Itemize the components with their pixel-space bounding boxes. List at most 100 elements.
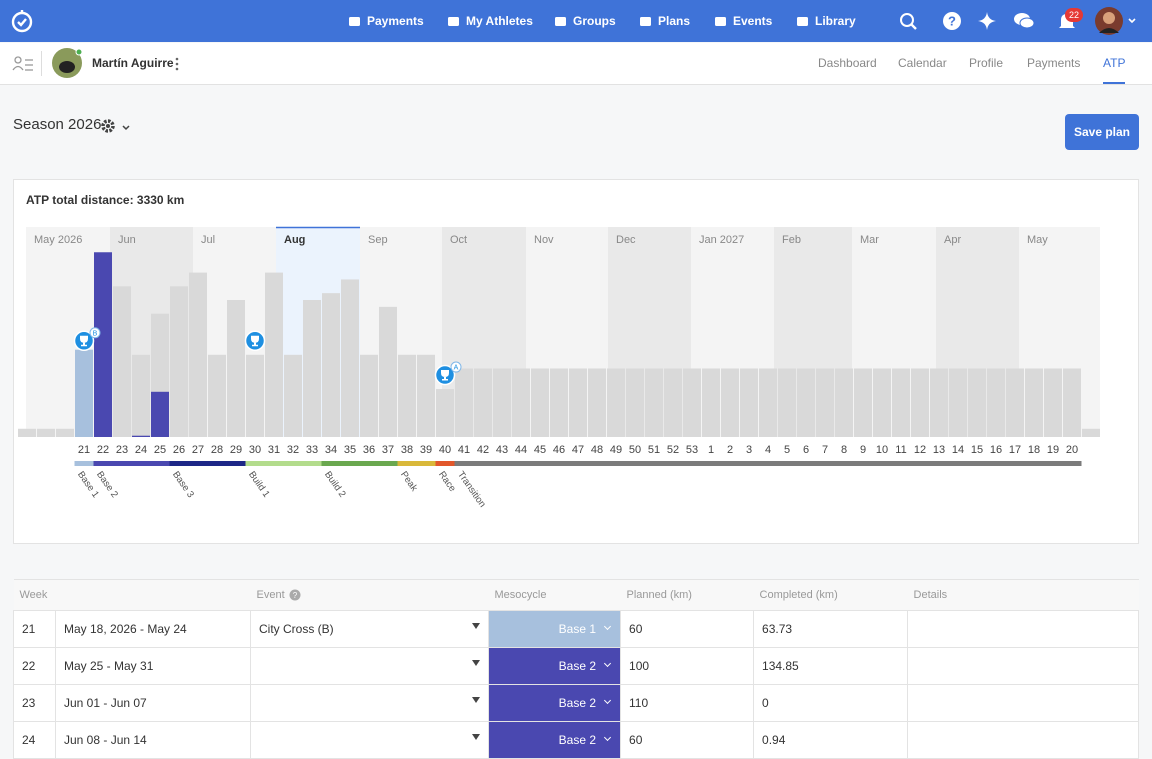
dates-cell: Jun 08 - Jun 14 <box>54 721 252 759</box>
planned-bar <box>949 368 967 437</box>
nav-item[interactable]: Groups <box>554 0 616 42</box>
planned-bar <box>208 354 226 437</box>
logo[interactable] <box>10 9 36 35</box>
planned-bar <box>417 354 435 437</box>
trophy <box>80 335 88 347</box>
season-settings[interactable] <box>99 117 135 135</box>
week-label: 24 <box>135 444 147 456</box>
week-label: 18 <box>1028 444 1040 456</box>
sparkle-icon[interactable] <box>977 11 997 31</box>
divider <box>41 51 42 76</box>
nav-item[interactable]: Events <box>714 0 772 42</box>
week-label: 19 <box>1047 444 1059 456</box>
trophy <box>251 335 259 347</box>
chat-icon[interactable] <box>1013 11 1035 31</box>
week-label: 52 <box>667 444 679 456</box>
planned-cell[interactable]: 60 <box>620 721 755 759</box>
event-dropdown[interactable] <box>472 697 481 703</box>
month-label: Apr <box>944 234 961 246</box>
planned-bar <box>474 368 492 437</box>
column-header: Planned (km) <box>620 579 754 611</box>
nav-label[interactable]: Events <box>733 14 773 28</box>
event-cell[interactable] <box>250 721 490 759</box>
week-label: 53 <box>686 444 698 456</box>
event-cell[interactable] <box>250 684 490 722</box>
planned-bar <box>778 368 796 437</box>
mesocycle-chevron <box>603 733 612 742</box>
chart-body: ATP total distance: 3330 km May 2026 Jun J… <box>18 193 1100 510</box>
tab[interactable]: ATP <box>1103 43 1126 84</box>
planned-bar <box>740 368 758 437</box>
week-label: 23 <box>116 444 128 456</box>
nav-label[interactable]: Library <box>815 14 856 28</box>
month-label: Dec <box>616 234 636 246</box>
tab[interactable]: Calendar <box>898 56 947 70</box>
details-cell <box>907 684 1139 722</box>
nav-item[interactable]: Payments <box>348 0 424 42</box>
week-label: 25 <box>154 444 166 456</box>
planned-bar <box>759 368 777 437</box>
mesocycle-cell[interactable]: Base 2 <box>488 647 622 685</box>
nav-item[interactable]: My Athletes <box>447 0 533 42</box>
nav-label[interactable]: My Athletes <box>466 14 533 28</box>
planned-bar <box>873 368 891 437</box>
search-icon[interactable] <box>899 12 919 32</box>
nav-label[interactable]: Payments <box>367 14 424 28</box>
help-icon[interactable]: ? <box>942 11 962 31</box>
nav-label[interactable]: Groups <box>573 14 616 28</box>
month-label: May <box>1027 234 1048 246</box>
save-plan-button[interactable]: Save plan <box>1065 114 1139 150</box>
planned-cell[interactable]: 100 <box>620 647 755 685</box>
svg-text:?: ? <box>292 591 297 600</box>
week-label: 41 <box>458 444 470 456</box>
completed-bar <box>151 391 169 437</box>
tab[interactable]: Profile <box>969 56 1004 70</box>
table-row: 22 May 25 - May 31 Base 2 100 134.85 <box>13 647 1139 685</box>
details-cell <box>907 721 1139 759</box>
dates-cell: Jun 01 - Jun 07 <box>54 684 252 722</box>
chart-title: ATP total distance: 3330 km <box>26 193 184 207</box>
planned-bar <box>341 279 359 437</box>
nav-item[interactable]: Library <box>796 0 856 42</box>
planned-cell[interactable]: 110 <box>620 684 755 722</box>
week-label: 31 <box>268 444 280 456</box>
week-label: 1 <box>708 444 714 456</box>
nav-item[interactable]: Plans <box>639 0 690 42</box>
week-cell: 21 <box>13 610 56 648</box>
athlete-menu[interactable] <box>174 57 180 71</box>
week-label: 16 <box>990 444 1002 456</box>
user-menu[interactable] <box>1094 6 1140 36</box>
event-cell[interactable]: City Cross (B) <box>250 610 490 648</box>
week-label: 2 <box>727 444 733 456</box>
event-dropdown[interactable] <box>472 734 481 740</box>
tab[interactable]: Payments <box>1027 56 1081 70</box>
planned-cell[interactable]: 60 <box>620 610 755 648</box>
nav-icon <box>640 17 651 27</box>
week-label: 29 <box>230 444 242 456</box>
mesocycle-cell[interactable]: Base 1 <box>488 610 622 648</box>
month-label: Sep <box>368 234 388 246</box>
nav-label[interactable]: Plans <box>658 14 691 28</box>
planned-bar <box>854 368 872 437</box>
event-dropdown[interactable] <box>472 660 481 666</box>
planned-bar <box>968 368 986 437</box>
week-label: 15 <box>971 444 983 456</box>
mesocycle-name: Base 2 <box>558 659 597 673</box>
month-label: May 2026 <box>34 234 82 246</box>
athlete-list-icon[interactable] <box>12 55 34 73</box>
column-header: Mesocycle <box>488 579 621 611</box>
planned-bar <box>1025 368 1043 437</box>
mesocycle-cell[interactable]: Base 2 <box>488 721 622 759</box>
mesocycle-label: Peak <box>398 469 420 493</box>
week-label: 14 <box>952 444 964 456</box>
event-dropdown[interactable] <box>472 623 481 629</box>
mesocycle-segment <box>321 461 398 466</box>
event-cell[interactable] <box>250 647 490 685</box>
mesocycle-cell[interactable]: Base 2 <box>488 684 622 722</box>
planned-bar <box>702 368 720 437</box>
tab[interactable]: Dashboard <box>818 56 877 70</box>
mesocycle-label: Race <box>436 469 458 493</box>
planned-bar <box>835 368 853 437</box>
help-icon[interactable]: ? <box>285 589 301 601</box>
column-header: Event? <box>250 579 489 611</box>
